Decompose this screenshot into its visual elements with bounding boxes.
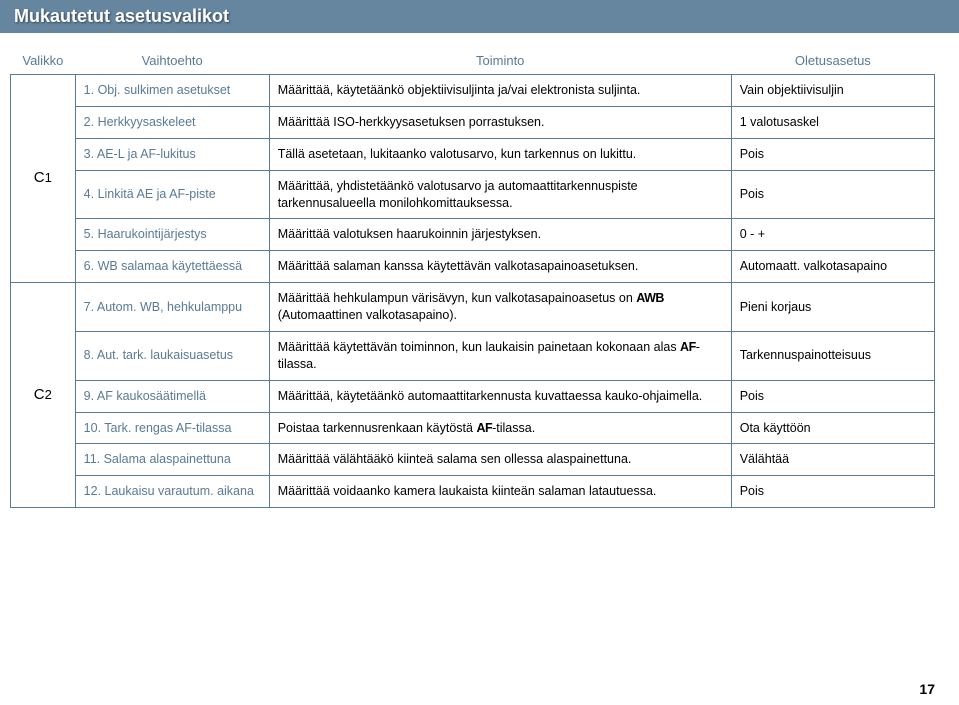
default-cell: Pois xyxy=(731,138,934,170)
function-cell: Määrittää ISO-herkkyysasetuksen porrastu… xyxy=(269,106,731,138)
table-row: 3. AE-L ja AF-lukitusTällä asetetaan, lu… xyxy=(11,138,935,170)
default-cell: Ota käyttöön xyxy=(731,412,934,444)
menu-cell: C2 xyxy=(11,283,76,508)
function-text-pre: Määrittää hehkulampun värisävyn, kun val… xyxy=(278,291,637,305)
settings-table: Valikko Vaihtoehto Toiminto Oletusasetus… xyxy=(10,47,935,508)
af-icon: AF xyxy=(680,340,696,354)
table-row: 9. AF kaukosäätimelläMäärittää, käytetää… xyxy=(11,380,935,412)
option-cell: 8. Aut. tark. laukaisuasetus xyxy=(75,331,269,380)
header-toiminto: Toiminto xyxy=(269,47,731,75)
function-cell: Poistaa tarkennusrenkaan käytöstä AF-til… xyxy=(269,412,731,444)
option-cell: 11. Salama alaspainettuna xyxy=(75,444,269,476)
menu-letter: C xyxy=(34,386,45,403)
table-row: 2. HerkkyysaskeleetMäärittää ISO-herkkyy… xyxy=(11,106,935,138)
function-cell: Määrittää, käytetäänkö objektiivisuljint… xyxy=(269,75,731,107)
table-row: 8. Aut. tark. laukaisuasetus Määrittää kä… xyxy=(11,331,935,380)
default-cell: Automaatt. valkotasapaino xyxy=(731,251,934,283)
content-area: Valikko Vaihtoehto Toiminto Oletusasetus… xyxy=(0,33,959,508)
option-cell: 6. WB salamaa käytettäessä xyxy=(75,251,269,283)
function-cell: Määrittää valotuksen haarukoinnin järjes… xyxy=(269,219,731,251)
page-title: Mukautetut asetusvalikot xyxy=(14,6,229,26)
header-vaihtoehto: Vaihtoehto xyxy=(75,47,269,75)
option-cell: 2. Herkkyysaskeleet xyxy=(75,106,269,138)
menu-number: 2 xyxy=(45,387,52,402)
option-cell: 7. Autom. WB, hehkulamppu xyxy=(75,283,269,332)
menu-number: 1 xyxy=(45,170,52,185)
table-row: C27. Autom. WB, hehkulamppuMäärittää heh… xyxy=(11,283,935,332)
function-cell: Määrittää, käytetäänkö automaattitarkenn… xyxy=(269,380,731,412)
default-cell: Tarkennuspainotteisuus xyxy=(731,331,934,380)
table-row: 4. Linkitä AE ja AF-pisteMäärittää, yhdi… xyxy=(11,170,935,219)
default-cell: Pieni korjaus xyxy=(731,283,934,332)
function-cell: Määrittää, yhdistetäänkö valotusarvo ja … xyxy=(269,170,731,219)
header-oletus: Oletusasetus xyxy=(731,47,934,75)
option-cell: 10. Tark. rengas AF-tilassa xyxy=(75,412,269,444)
table-row: 11. Salama alaspainettunaMäärittää väläh… xyxy=(11,444,935,476)
awb-icon: AWB xyxy=(636,291,664,305)
menu-cell: C1 xyxy=(11,75,76,283)
table-row: 10. Tark. rengas AF-tilassaPoistaa tarke… xyxy=(11,412,935,444)
default-cell: Välähtää xyxy=(731,444,934,476)
option-cell: 5. Haarukointijärjestys xyxy=(75,219,269,251)
table-row: 6. WB salamaa käytettäessäMäärittää sala… xyxy=(11,251,935,283)
function-text-pre: Poistaa tarkennusrenkaan käytöstä xyxy=(278,421,477,435)
option-cell: 4. Linkitä AE ja AF-piste xyxy=(75,170,269,219)
function-cell: Määrittää välähtääkö kiinteä salama sen … xyxy=(269,444,731,476)
option-cell: 1. Obj. sulkimen asetukset xyxy=(75,75,269,107)
af-icon: AF xyxy=(476,421,492,435)
page-title-bar: Mukautetut asetusvalikot xyxy=(0,0,959,33)
function-text-post: -tilassa. xyxy=(492,421,535,435)
table-row: 12. Laukaisu varautum. aikanaMäärittää v… xyxy=(11,476,935,508)
table-row: 5. HaarukointijärjestysMäärittää valotuk… xyxy=(11,219,935,251)
function-cell: Tällä asetetaan, lukitaanko valotusarvo,… xyxy=(269,138,731,170)
option-cell: 3. AE-L ja AF-lukitus xyxy=(75,138,269,170)
function-cell: Määrittää salaman kanssa käytettävän val… xyxy=(269,251,731,283)
table-header-row: Valikko Vaihtoehto Toiminto Oletusasetus xyxy=(11,47,935,75)
header-valikko: Valikko xyxy=(11,47,76,75)
option-cell: 9. AF kaukosäätimellä xyxy=(75,380,269,412)
default-cell: Pois xyxy=(731,170,934,219)
option-cell: 12. Laukaisu varautum. aikana xyxy=(75,476,269,508)
default-cell: Pois xyxy=(731,380,934,412)
menu-letter: C xyxy=(34,169,45,186)
default-cell: Pois xyxy=(731,476,934,508)
table-row: C11. Obj. sulkimen asetuksetMäärittää, k… xyxy=(11,75,935,107)
default-cell: 1 valotusaskel xyxy=(731,106,934,138)
function-cell: Määrittää voidaanko kamera laukaista kii… xyxy=(269,476,731,508)
function-cell: Määrittää hehkulampun värisävyn, kun val… xyxy=(269,283,731,332)
function-cell: Määrittää käytettävän toiminnon, kun lau… xyxy=(269,331,731,380)
page-number: 17 xyxy=(919,681,935,697)
function-text-post: (Automaattinen valkotasapaino). xyxy=(278,308,457,322)
default-cell: 0 - + xyxy=(731,219,934,251)
function-text-pre: Määrittää käytettävän toiminnon, kun lau… xyxy=(278,340,680,354)
default-cell: Vain objektiivisuljin xyxy=(731,75,934,107)
